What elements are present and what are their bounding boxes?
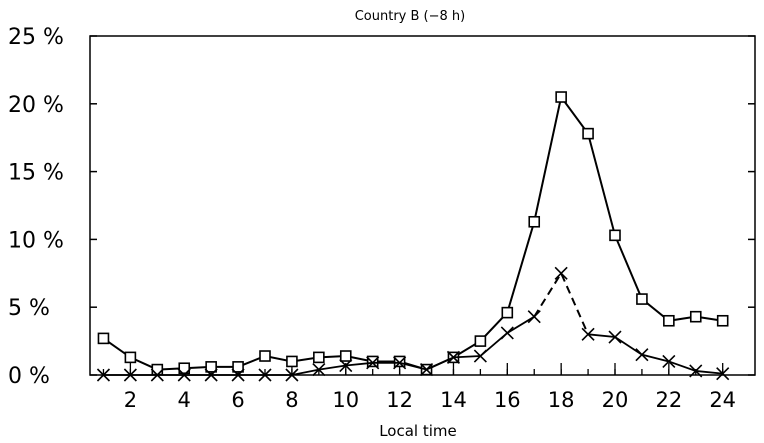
cross-marker [366, 356, 380, 370]
x-tick-label: 22 [655, 388, 682, 412]
x-tick-label: 10 [332, 388, 359, 412]
square-marker [393, 355, 406, 368]
square-marker [178, 362, 191, 375]
square-marker [313, 351, 325, 364]
square-marker [205, 361, 217, 373]
y-tick-label: 0 % [8, 364, 50, 389]
x-axis-label: Local time [379, 422, 457, 440]
x-tick-label: 2 [124, 388, 137, 412]
cross-marker [123, 368, 137, 382]
square-marker [609, 229, 621, 242]
square-marker [663, 314, 675, 327]
square-marker [474, 335, 487, 347]
cross-marker [177, 368, 191, 382]
x-tick-label: 4 [178, 388, 191, 412]
cross-marker [231, 368, 245, 382]
square-marker [716, 314, 729, 327]
x-tick-label: 6 [231, 388, 244, 412]
cross-marker [312, 363, 326, 377]
cross-marker [204, 368, 218, 382]
cross-marker [285, 368, 299, 382]
cross-marker [339, 358, 353, 373]
series-squares-line [102, 94, 723, 371]
x-tick-label: 14 [440, 388, 467, 412]
y-tick-label: 15 % [8, 161, 64, 186]
x-tick-label: 20 [602, 388, 629, 412]
square-marker [232, 361, 244, 373]
cross-marker [662, 354, 676, 369]
cross-marker [150, 368, 164, 382]
square-marker [501, 306, 514, 319]
x-tick-label: 18 [548, 388, 575, 412]
x-tick-label: 12 [386, 388, 413, 412]
cross-marker [716, 367, 730, 381]
cross-marker [500, 326, 514, 340]
series-crosses-line-tail [587, 333, 723, 375]
cross-marker [419, 363, 434, 377]
cross-marker [554, 266, 568, 280]
cross-marker [689, 364, 703, 378]
y-tick-label: 20 % [8, 93, 64, 118]
chart-title: Country B (−8 h) [355, 9, 466, 24]
x-axis-ticks: 2 4 6 8 10 12 14 16 18 20 22 24 [102, 363, 736, 412]
square-marker [366, 355, 379, 368]
y-tick-label: 25 % [8, 25, 64, 50]
data-series [96, 91, 730, 382]
cross-marker [446, 350, 461, 364]
plot-frame [89, 35, 756, 376]
x-tick-label: 16 [494, 388, 521, 412]
square-marker [528, 215, 541, 228]
square-marker [689, 310, 702, 323]
cross-marker [581, 327, 595, 341]
square-marker [124, 351, 137, 364]
y-tick-label: 10 % [8, 228, 64, 253]
square-marker [259, 350, 271, 362]
square-marker [339, 350, 352, 362]
square-marker [555, 91, 567, 103]
x-tick-label: 24 [709, 388, 736, 412]
cross-marker [608, 330, 622, 344]
y-axis-ticks: 0 % 5 % 10 % 15 % 20 % 25 % [8, 25, 755, 389]
square-marker [636, 293, 648, 305]
cross-marker [393, 356, 407, 370]
cross-marker [473, 349, 487, 363]
square-marker [97, 332, 110, 345]
series-crosses [96, 266, 730, 382]
cross-marker [96, 368, 111, 382]
series-crosses-line [103, 315, 535, 376]
square-marker [582, 127, 594, 140]
y-tick-label: 5 % [8, 296, 50, 321]
cross-marker [635, 348, 649, 362]
cross-marker [527, 310, 541, 324]
axes [89, 35, 756, 376]
square-marker [151, 363, 164, 376]
series-squares [97, 91, 729, 376]
cross-marker [258, 368, 272, 382]
x-tick-label: 8 [285, 388, 298, 412]
square-marker [286, 355, 298, 368]
series-crosses-dashed-line [533, 271, 589, 335]
